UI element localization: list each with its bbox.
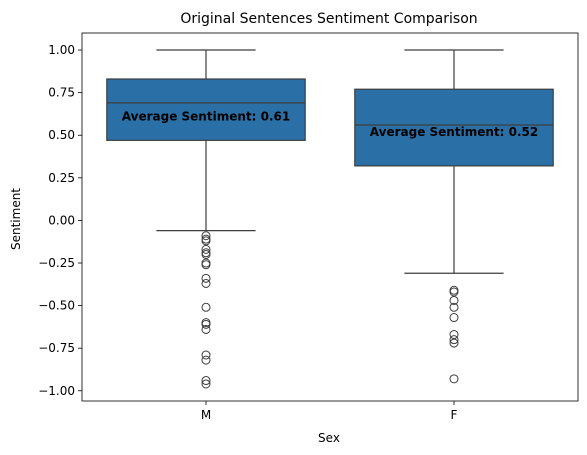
average-sentiment-annotation: Average Sentiment: 0.61 [122, 109, 290, 123]
outlier-point [201, 273, 211, 283]
outlier-point [201, 379, 211, 389]
outlier-point [449, 374, 459, 384]
outlier-point [201, 249, 211, 259]
outlier-point [201, 376, 211, 386]
outlier-point [201, 244, 211, 254]
y-tick-label: −0.50 [38, 299, 75, 313]
x-tick-label: M [201, 408, 211, 422]
outlier-point [449, 338, 459, 348]
box-iqr [106, 78, 306, 141]
y-tick-label: 0.00 [48, 213, 75, 227]
outlier-point [201, 278, 211, 288]
y-tick-label: 0.75 [48, 86, 75, 100]
outlier-point [449, 302, 459, 312]
outlier-point [201, 258, 211, 268]
outlier-point [449, 330, 459, 340]
y-tick-label: 0.25 [48, 171, 75, 185]
y-tick-label: 0.50 [48, 128, 75, 142]
outlier-point [201, 319, 211, 329]
y-axis-label: Sentiment [9, 188, 23, 250]
outlier-point [201, 324, 211, 334]
outlier-point [201, 260, 211, 270]
y-tick-label: −0.75 [38, 341, 75, 355]
y-tick-label: −1.00 [38, 384, 75, 398]
plot-frame [81, 32, 579, 402]
outlier-point [201, 350, 211, 360]
y-tick-label: 1.00 [48, 43, 75, 57]
box-iqr [354, 88, 554, 167]
outlier-point [449, 285, 459, 295]
average-sentiment-annotation: Average Sentiment: 0.52 [370, 125, 538, 139]
plot-area: 1.00 0.75 0.50 0.25 0.00 −0.25 −0.50 −0.75 −1.00… [38, 32, 579, 422]
x-axis-label: Sex [318, 431, 340, 445]
outlier-point [449, 295, 459, 305]
y-tick-label: −0.25 [38, 256, 75, 270]
outlier-point [449, 313, 459, 323]
outlier-point [449, 335, 459, 345]
chart-title: Original Sentences Sentiment Comparison [180, 11, 477, 27]
x-tick-label: F [451, 408, 458, 422]
outlier-point [201, 355, 211, 365]
outlier-point [201, 302, 211, 312]
outlier-point [201, 231, 211, 241]
outlier-point [201, 236, 211, 246]
outlier-point [449, 287, 459, 297]
